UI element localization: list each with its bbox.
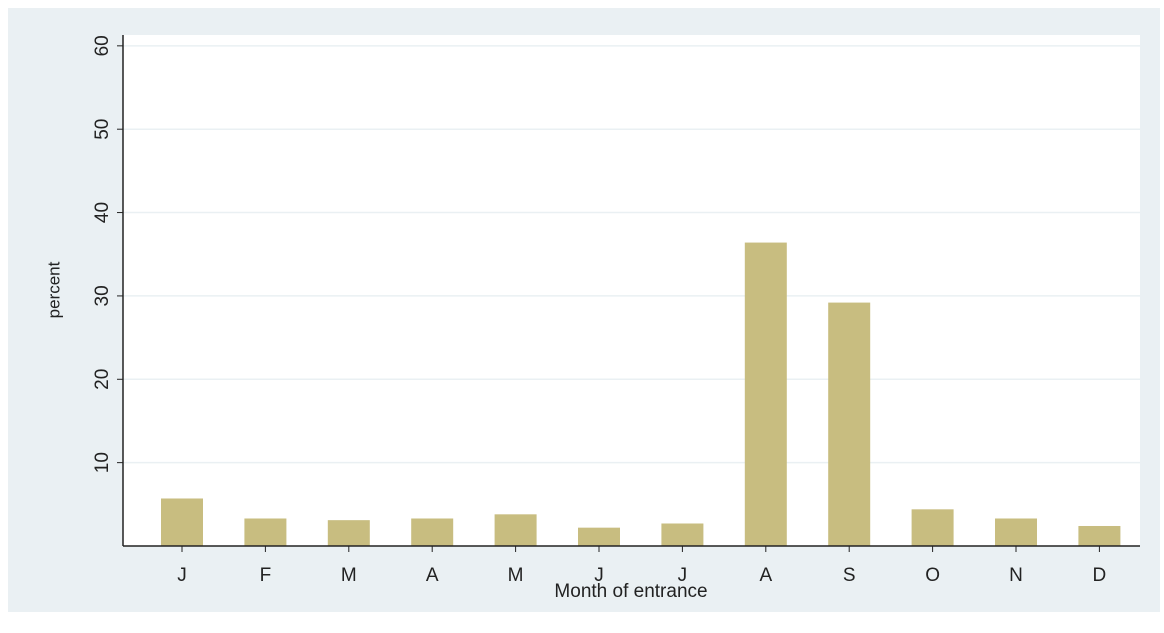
bar: [1078, 525, 1121, 546]
x-tick-label: F: [260, 565, 272, 586]
bar: [411, 518, 454, 546]
x-tick-label: J: [678, 565, 688, 586]
x-tick-label: S: [843, 565, 856, 586]
y-tick-label: 10: [92, 452, 113, 473]
y-tick-label: 20: [92, 369, 113, 390]
bar: [494, 514, 537, 546]
x-tick-label: M: [341, 565, 357, 586]
bar: [995, 518, 1037, 546]
bar: [578, 527, 620, 546]
x-tick-label: O: [925, 565, 940, 586]
plot-area: [123, 35, 1140, 546]
x-tick-label: J: [594, 565, 604, 586]
x-tick-label: D: [1093, 565, 1107, 586]
y-tick-label: 40: [92, 202, 113, 223]
bar: [911, 509, 954, 546]
bar: [161, 498, 203, 546]
x-tick-label: N: [1009, 565, 1023, 586]
y-tick-label: 60: [92, 35, 113, 56]
bar: [327, 520, 370, 546]
x-tick-label: M: [508, 565, 524, 586]
x-tick-label: J: [177, 565, 187, 586]
y-axis-title: percent: [44, 261, 63, 318]
bar: [244, 518, 287, 546]
x-tick-label: A: [426, 565, 439, 586]
bar: [744, 242, 787, 547]
y-tick-label: 30: [92, 285, 113, 306]
bar: [661, 523, 704, 546]
x-tick-label: A: [759, 565, 772, 586]
bar: [828, 302, 871, 546]
x-axis-title: Month of entrance: [554, 581, 707, 602]
y-tick-label: 50: [92, 119, 113, 140]
